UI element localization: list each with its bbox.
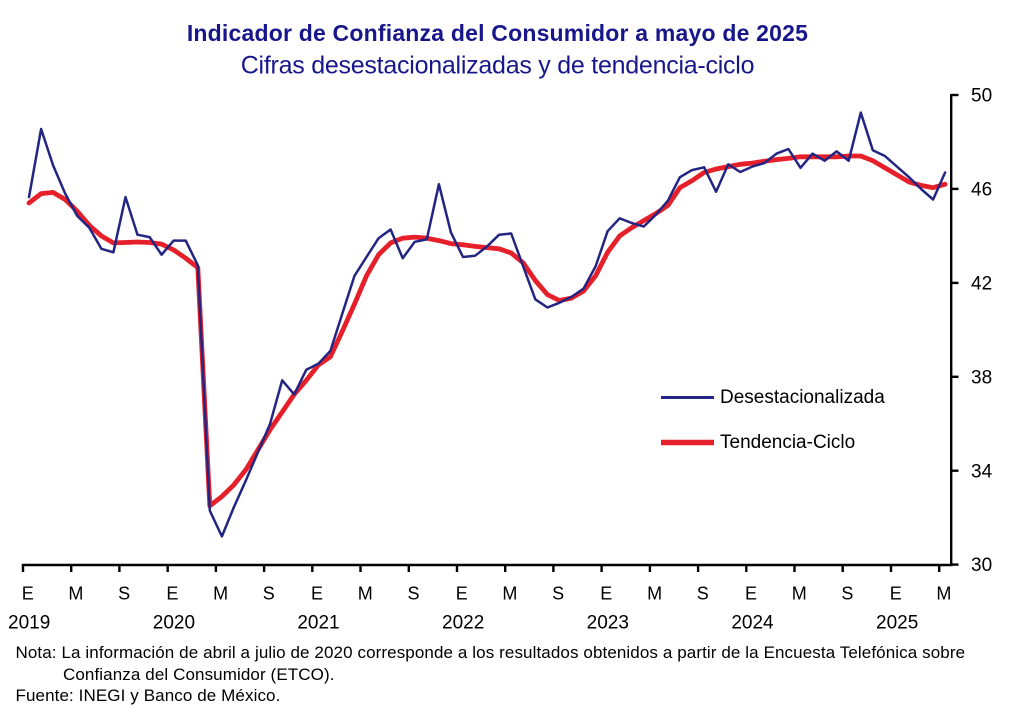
svg-text:M: M (502, 584, 517, 604)
svg-text:Desestacionalizada: Desestacionalizada (720, 387, 885, 408)
svg-text:2020: 2020 (153, 613, 195, 634)
svg-text:M: M (358, 584, 373, 604)
svg-text:E: E (166, 584, 178, 604)
svg-text:S: S (697, 584, 709, 604)
svg-text:42: 42 (971, 274, 992, 295)
svg-text:Indicador de Confianza del Con: Indicador de Confianza del Consumidor a … (187, 20, 808, 46)
svg-text:Tendencia-Ciclo: Tendencia-Ciclo (720, 432, 855, 453)
svg-text:38: 38 (971, 367, 992, 388)
svg-text:2022: 2022 (442, 613, 484, 634)
svg-text:E: E (890, 584, 902, 604)
svg-text:30: 30 (971, 555, 992, 576)
svg-text:2023: 2023 (587, 613, 629, 634)
svg-text:M: M (68, 584, 83, 604)
svg-text:E: E (745, 584, 757, 604)
svg-text:Confianza del Consumidor (ETCO: Confianza del Consumidor (ETCO). (63, 665, 335, 684)
svg-text:S: S (552, 584, 564, 604)
svg-text:2021: 2021 (297, 613, 339, 634)
svg-text:M: M (936, 584, 951, 604)
svg-text:2019: 2019 (8, 613, 50, 634)
svg-text:Cifras desestacionalizadas y d: Cifras desestacionalizadas y de tendenci… (241, 52, 755, 80)
svg-text:Nota: La información de abril: Nota: La información de abril a julio de… (16, 643, 966, 662)
svg-text:S: S (407, 584, 419, 604)
svg-text:E: E (600, 584, 612, 604)
svg-text:E: E (22, 584, 34, 604)
svg-text:S: S (118, 584, 130, 604)
svg-text:M: M (792, 584, 807, 604)
svg-text:S: S (263, 584, 275, 604)
svg-text:E: E (456, 584, 468, 604)
svg-text:S: S (841, 584, 853, 604)
svg-text:M: M (647, 584, 662, 604)
svg-text:46: 46 (971, 180, 992, 201)
svg-text:E: E (311, 584, 323, 604)
svg-text:Fuente: INEGI y Banco de Méxic: Fuente: INEGI y Banco de México. (16, 686, 281, 705)
svg-text:M: M (213, 584, 228, 604)
svg-text:2025: 2025 (876, 613, 918, 634)
svg-text:50: 50 (971, 86, 992, 107)
svg-text:34: 34 (971, 461, 993, 482)
svg-text:2024: 2024 (731, 613, 774, 634)
